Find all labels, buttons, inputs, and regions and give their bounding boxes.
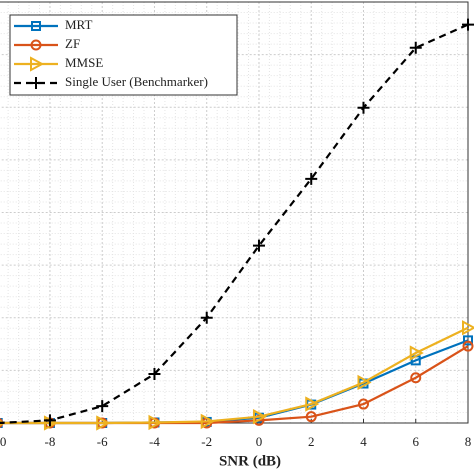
series-line xyxy=(0,326,469,425)
marker xyxy=(410,372,422,384)
marker xyxy=(148,368,161,381)
marker xyxy=(96,400,109,413)
x-tick-label: -10 xyxy=(0,434,6,449)
x-tick-label: 0 xyxy=(256,434,263,449)
marker xyxy=(305,396,320,412)
marker xyxy=(305,411,317,423)
x-tick-label: -6 xyxy=(97,434,108,449)
legend-marker xyxy=(30,39,42,51)
x-tick-label: 4 xyxy=(360,434,367,449)
marker xyxy=(252,409,268,425)
marker xyxy=(357,398,369,410)
marker xyxy=(462,340,474,352)
x-tick-label: -8 xyxy=(45,434,56,449)
x-tick-label: 6 xyxy=(412,434,419,449)
series-line xyxy=(0,345,469,425)
marker xyxy=(0,422,4,424)
marker xyxy=(463,335,473,346)
legend-box xyxy=(9,14,238,96)
marker xyxy=(462,18,474,31)
marker xyxy=(462,320,474,336)
legend-label: Single User (Benchmarker) xyxy=(65,74,208,89)
legend-label: MMSE xyxy=(65,55,103,70)
series-line xyxy=(0,23,469,424)
marker xyxy=(200,311,213,324)
plot-frame xyxy=(0,1,469,424)
legend-marker xyxy=(30,77,42,89)
x-axis-label: SNR (dB) xyxy=(219,453,281,469)
legend-marker xyxy=(31,21,41,31)
marker xyxy=(357,101,370,114)
marker xyxy=(409,41,422,54)
marker xyxy=(43,414,56,427)
legend-label: MRT xyxy=(65,17,92,32)
x-tick-label: 8 xyxy=(465,434,472,449)
x-tick-label: -4 xyxy=(149,434,160,449)
marker xyxy=(409,345,424,361)
marker xyxy=(305,172,318,185)
marker xyxy=(148,414,163,431)
marker xyxy=(200,413,215,430)
legend-marker xyxy=(30,56,45,72)
x-tick-label: 2 xyxy=(308,434,315,449)
legend-label: ZF xyxy=(65,36,80,51)
x-tick-label: -2 xyxy=(201,434,212,449)
series-line xyxy=(0,339,469,425)
marker xyxy=(357,374,372,391)
marker xyxy=(96,415,111,431)
marker xyxy=(252,239,265,252)
